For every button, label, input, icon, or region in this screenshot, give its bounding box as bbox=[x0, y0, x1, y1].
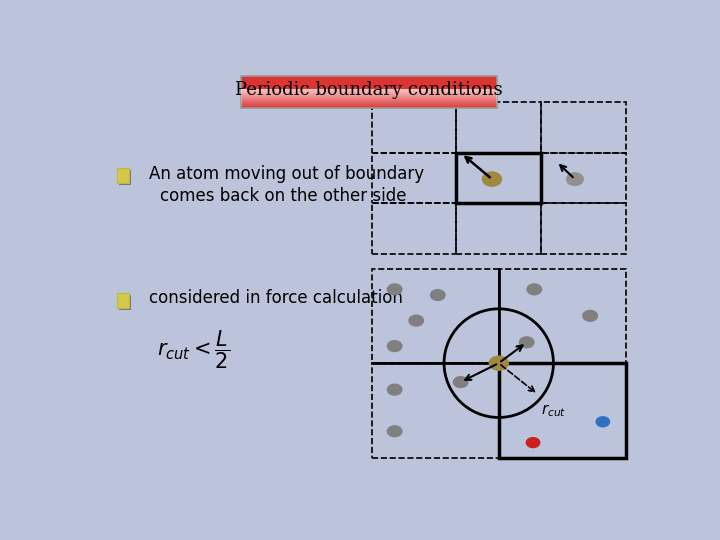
Text: comes back on the other side: comes back on the other side bbox=[160, 187, 406, 205]
Bar bbox=[240, 91, 498, 92]
Circle shape bbox=[454, 377, 468, 388]
Bar bbox=[240, 98, 498, 99]
Bar bbox=[499, 268, 626, 363]
Bar bbox=[240, 105, 498, 106]
Text: considered in force calculation: considered in force calculation bbox=[148, 289, 402, 307]
Bar bbox=[372, 204, 456, 254]
Bar bbox=[372, 363, 499, 458]
Bar bbox=[240, 94, 498, 95]
Bar bbox=[541, 153, 626, 204]
Bar bbox=[499, 363, 626, 458]
Bar bbox=[372, 102, 456, 153]
Circle shape bbox=[387, 384, 402, 395]
Bar bbox=[240, 107, 498, 109]
Bar bbox=[541, 102, 626, 153]
Bar bbox=[240, 89, 498, 90]
Circle shape bbox=[387, 426, 402, 437]
FancyBboxPatch shape bbox=[240, 76, 498, 109]
Circle shape bbox=[490, 356, 508, 370]
Bar bbox=[456, 153, 541, 204]
Bar bbox=[499, 363, 626, 458]
Bar bbox=[240, 100, 498, 102]
Circle shape bbox=[431, 289, 445, 300]
Bar bbox=[541, 204, 626, 254]
Circle shape bbox=[482, 172, 501, 186]
Circle shape bbox=[387, 341, 402, 352]
Circle shape bbox=[519, 337, 534, 348]
Circle shape bbox=[596, 417, 610, 427]
Circle shape bbox=[409, 315, 423, 326]
Bar bbox=[372, 268, 499, 363]
Bar bbox=[119, 170, 131, 185]
Circle shape bbox=[526, 437, 540, 448]
Bar bbox=[456, 102, 541, 153]
Bar bbox=[456, 204, 541, 254]
Bar bbox=[372, 153, 456, 204]
Bar bbox=[240, 99, 498, 100]
Bar bbox=[117, 168, 129, 183]
Bar bbox=[240, 97, 498, 98]
Bar bbox=[119, 295, 131, 310]
Bar bbox=[456, 153, 541, 204]
Bar bbox=[117, 293, 129, 308]
Circle shape bbox=[567, 173, 583, 185]
Text: Periodic boundary conditions: Periodic boundary conditions bbox=[235, 81, 503, 99]
Bar bbox=[240, 93, 498, 94]
Bar bbox=[240, 92, 498, 93]
Circle shape bbox=[387, 284, 402, 295]
Circle shape bbox=[583, 310, 598, 321]
Text: An atom moving out of boundary: An atom moving out of boundary bbox=[148, 165, 423, 183]
Bar bbox=[240, 102, 498, 103]
Bar bbox=[240, 106, 498, 107]
Circle shape bbox=[527, 284, 541, 295]
Text: $r_{cut} < \dfrac{L}{2}$: $r_{cut} < \dfrac{L}{2}$ bbox=[157, 328, 230, 371]
Bar bbox=[240, 95, 498, 96]
Text: $r_{cut}$: $r_{cut}$ bbox=[541, 402, 567, 419]
Bar bbox=[240, 90, 498, 91]
Bar bbox=[240, 96, 498, 97]
Bar bbox=[240, 104, 498, 105]
Bar bbox=[240, 103, 498, 104]
